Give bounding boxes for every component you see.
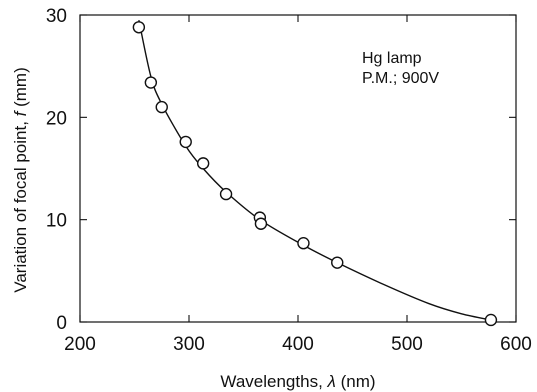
data-point-marker <box>219 187 233 201</box>
data-point-marker <box>254 217 268 230</box>
data-point-marker <box>484 313 498 327</box>
y-tick-label: 30 <box>46 6 67 27</box>
x-tick-label: 600 <box>500 334 532 355</box>
y-tick-label: 20 <box>46 108 67 129</box>
y-axis-label-prefix: Variation of focal point, <box>11 116 30 292</box>
data-point-marker <box>155 100 168 114</box>
data-point-marker <box>196 157 210 170</box>
x-axis-label: Wavelengths, λ (nm) <box>220 372 375 391</box>
y-axis-label: Variation of focal point, f (mm) <box>11 67 30 293</box>
y-tick-label: 10 <box>46 211 67 232</box>
y-ticks: 0 10 20 30 <box>46 6 516 334</box>
x-axis-label-prefix: Wavelengths, <box>220 372 327 391</box>
data-point-marker <box>144 76 158 89</box>
data-point-marker <box>179 135 192 149</box>
x-axis-label-symbol: λ <box>327 372 336 391</box>
fit-curve <box>138 19 492 321</box>
data-point-marker <box>297 237 310 250</box>
x-axis-label-suffix: (nm) <box>336 372 376 391</box>
x-tick-label: 400 <box>282 334 314 355</box>
x-ticks: 200 300 400 500 600 <box>64 15 532 355</box>
x-tick-label: 300 <box>173 334 205 355</box>
y-tick-label: 0 <box>56 313 67 334</box>
data-point-marker <box>132 21 146 34</box>
x-tick-label: 500 <box>391 334 423 355</box>
data-point-marker <box>331 256 344 269</box>
annotation-line-1: Hg lamp <box>362 50 422 67</box>
data-points <box>132 21 498 327</box>
y-axis-label-suffix: (mm) <box>11 67 30 111</box>
plot-frame <box>79 14 517 323</box>
annotation-line-2: P.M.; 900V <box>362 70 439 87</box>
x-tick-label: 200 <box>64 334 96 355</box>
y-axis-label-symbol: f <box>11 109 30 116</box>
